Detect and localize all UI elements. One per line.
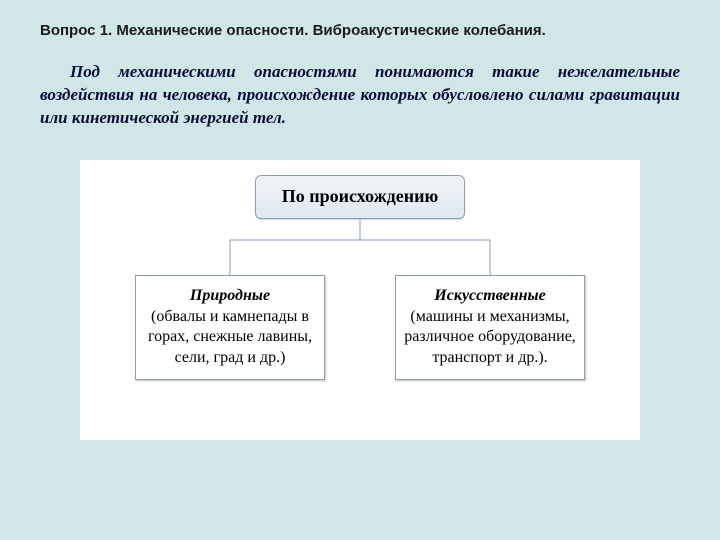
child-node-natural: Природные (обвалы и камнепады в горах, с… <box>135 275 325 380</box>
diagram-container: По происхождению Природные (обвалы и кам… <box>80 160 640 440</box>
child-text: (машины и механизмы, различное оборудова… <box>404 308 576 367</box>
child-node-artificial: Искусственные (машины и механизмы, разли… <box>395 275 585 380</box>
root-node: По происхождению <box>255 175 465 219</box>
definition-paragraph: Под механическими опасностями понимаются… <box>0 51 720 150</box>
question-heading: Вопрос 1. Механические опасности. Виброа… <box>0 0 720 51</box>
child-title: Искусственные <box>434 287 545 304</box>
child-title: Природные <box>190 287 270 304</box>
child-text: (обвалы и камнепады в горах, снежные лав… <box>148 308 312 367</box>
